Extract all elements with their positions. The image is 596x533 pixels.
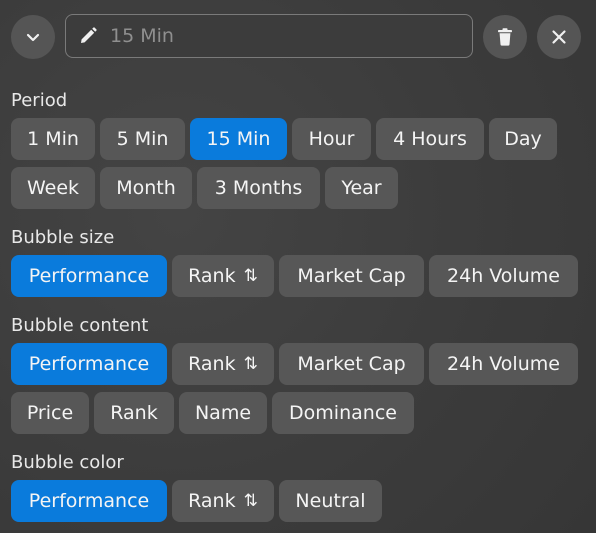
bubble-content-option-rank[interactable]: Rank: [94, 392, 174, 434]
period-label: Period: [11, 90, 68, 111]
close-icon: [552, 30, 566, 44]
bubble-color-row: Performance Rank ⇅ Neutral: [11, 480, 382, 522]
period-option-hour[interactable]: Hour: [292, 118, 371, 160]
rank-label: Rank: [188, 265, 236, 287]
preset-name-field[interactable]: [65, 14, 473, 58]
header-bar: [11, 14, 586, 59]
period-option-month[interactable]: Month: [100, 167, 192, 209]
period-row-2: Week Month 3 Months Year: [11, 167, 398, 209]
bubble-color-option-rank[interactable]: Rank ⇅: [172, 480, 274, 522]
bubble-color-option-neutral[interactable]: Neutral: [279, 480, 382, 522]
period-option-3-months[interactable]: 3 Months: [197, 167, 320, 209]
period-option-day[interactable]: Day: [489, 118, 557, 160]
bubble-size-option-rank[interactable]: Rank ⇅: [172, 255, 274, 297]
bubble-color-label: Bubble color: [11, 452, 124, 473]
period-option-15-min[interactable]: 15 Min: [190, 118, 287, 160]
bubble-size-option-24h-volume[interactable]: 24h Volume: [429, 255, 578, 297]
bubble-content-row-2: Price Rank Name Dominance: [11, 392, 414, 434]
rank-label: Rank: [188, 353, 236, 375]
bubble-size-label: Bubble size: [11, 227, 115, 248]
delete-button[interactable]: [483, 15, 527, 59]
period-option-4-hours[interactable]: 4 Hours: [376, 118, 484, 160]
period-option-week[interactable]: Week: [11, 167, 95, 209]
rank-label: Rank: [188, 490, 236, 512]
bubble-content-option-rank-sort[interactable]: Rank ⇅: [172, 343, 274, 385]
sort-arrows-icon: ⇅: [243, 354, 258, 374]
bubble-content-option-price[interactable]: Price: [11, 392, 89, 434]
bubble-size-option-market-cap[interactable]: Market Cap: [279, 255, 424, 297]
bubble-content-option-dominance[interactable]: Dominance: [272, 392, 414, 434]
period-option-1-min[interactable]: 1 Min: [11, 118, 95, 160]
sort-arrows-icon: ⇅: [243, 266, 258, 286]
period-row-1: 1 Min 5 Min 15 Min Hour 4 Hours Day: [11, 118, 557, 160]
bubble-size-option-performance[interactable]: Performance: [11, 255, 167, 297]
period-option-5-min[interactable]: 5 Min: [100, 118, 185, 160]
bubble-color-option-performance[interactable]: Performance: [11, 480, 167, 522]
close-button[interactable]: [537, 15, 581, 59]
bubble-content-option-name[interactable]: Name: [179, 392, 267, 434]
trash-icon: [498, 28, 512, 46]
period-option-year[interactable]: Year: [325, 167, 398, 209]
bubble-content-option-market-cap[interactable]: Market Cap: [279, 343, 424, 385]
bubble-content-option-performance[interactable]: Performance: [11, 343, 167, 385]
bubble-content-option-24h-volume[interactable]: 24h Volume: [429, 343, 578, 385]
bubble-size-row: Performance Rank ⇅ Market Cap 24h Volume: [11, 255, 578, 297]
preset-name-input[interactable]: [108, 24, 442, 48]
bubble-content-row-1: Performance Rank ⇅ Market Cap 24h Volume: [11, 343, 578, 385]
collapse-button[interactable]: [11, 15, 55, 59]
chevron-down-icon: [26, 33, 40, 42]
bubble-content-label: Bubble content: [11, 315, 149, 336]
pencil-icon: [78, 26, 98, 46]
sort-arrows-icon: ⇅: [243, 491, 258, 511]
